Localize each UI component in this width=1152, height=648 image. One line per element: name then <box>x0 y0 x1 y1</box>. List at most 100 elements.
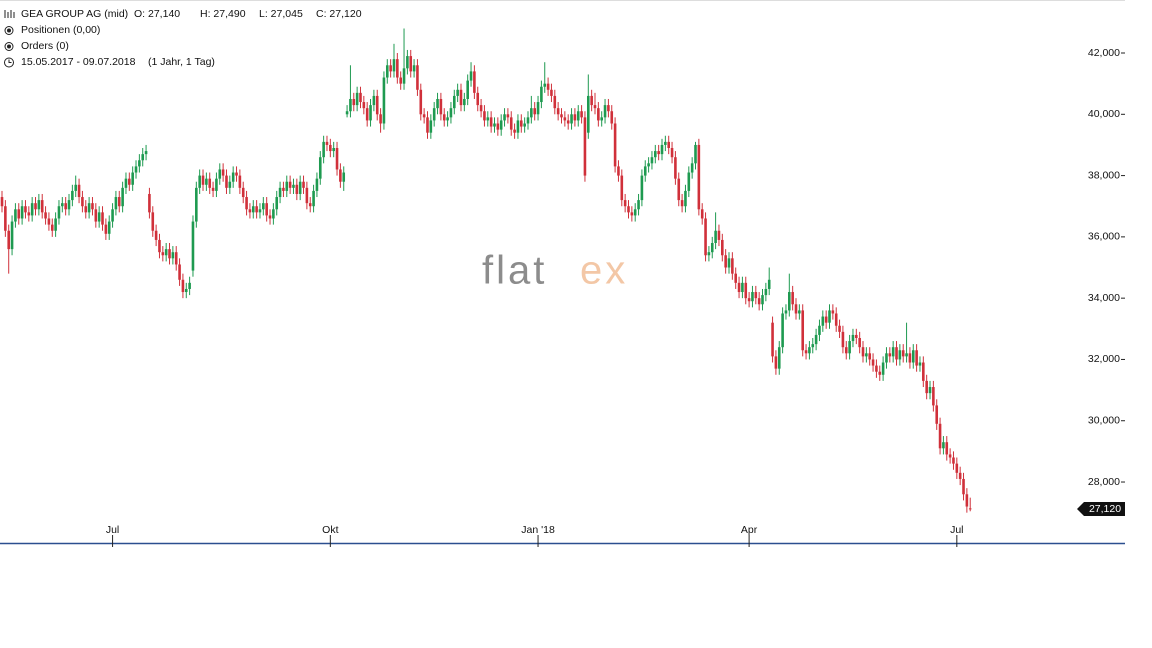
candle-body <box>881 362 885 375</box>
candle-body <box>530 108 533 118</box>
candle-body <box>767 279 771 289</box>
candle-body <box>345 111 349 115</box>
candle-body <box>30 203 34 216</box>
candle-body <box>925 380 928 394</box>
candle-body <box>526 117 530 124</box>
candle-body <box>436 98 439 109</box>
candle-body <box>757 298 761 305</box>
y-tick-label: 40,000 <box>1088 108 1120 120</box>
candle-body <box>801 310 805 351</box>
candle-body <box>365 108 369 121</box>
candle-body <box>14 209 17 222</box>
candle-body <box>831 310 835 314</box>
candle-body <box>278 187 282 198</box>
candle-body <box>613 123 617 167</box>
candle-body <box>935 405 939 424</box>
candle-body <box>442 114 446 121</box>
summary-open: O: 27,140 <box>134 8 180 20</box>
date-range: 15.05.2017 - 09.07.2018 <box>21 56 136 68</box>
candle-body <box>610 111 614 124</box>
candle-body <box>915 350 918 366</box>
candle-body <box>211 187 215 191</box>
candle-body <box>439 98 443 115</box>
candle-body <box>124 178 128 188</box>
candle-body <box>885 353 888 363</box>
candle-body <box>288 181 292 188</box>
watermark-left: flat <box>482 249 547 293</box>
x-tick-label: Jan '18 <box>521 524 555 536</box>
candle-body <box>315 178 319 191</box>
candle-body <box>282 187 285 191</box>
candle-body <box>342 172 346 182</box>
summary-low: L: 27,045 <box>259 8 303 20</box>
candle-body <box>781 313 784 348</box>
candle-body <box>4 206 7 231</box>
candle-body <box>560 114 563 118</box>
candle-body <box>858 337 861 348</box>
candle-body <box>570 114 573 124</box>
candle-body <box>171 252 175 259</box>
candle-body <box>841 331 845 348</box>
candle-body <box>627 206 630 213</box>
candle-body <box>865 353 868 357</box>
candle-body <box>509 117 513 130</box>
candle-body <box>855 334 858 338</box>
candle-body <box>352 98 356 106</box>
candle-body <box>968 508 972 510</box>
x-tick-label: Apr <box>741 524 758 536</box>
candle-body <box>375 95 379 115</box>
clock-icon <box>4 57 14 68</box>
position-dot <box>7 28 11 33</box>
candle-body <box>24 206 27 213</box>
orders-dot <box>7 44 11 49</box>
candle-body <box>513 129 516 133</box>
candle-body <box>349 98 352 112</box>
candle-body <box>938 423 942 449</box>
x-tick-label: Jul <box>106 524 119 536</box>
candle-body <box>198 175 201 188</box>
position-icon <box>4 26 14 35</box>
candle-body <box>308 203 312 207</box>
candle-body <box>221 169 225 176</box>
y-tick-label: 28,000 <box>1088 476 1120 488</box>
candle-body <box>54 218 57 231</box>
candle-body <box>962 478 965 495</box>
candle-body <box>878 371 882 375</box>
candle-body <box>774 356 778 369</box>
candle-body <box>573 114 577 121</box>
candle-body <box>385 65 389 78</box>
candle-body <box>828 310 831 323</box>
header-icons <box>4 10 15 68</box>
candle-body <box>868 353 872 360</box>
candle-body <box>948 454 952 458</box>
candle-body <box>416 65 419 90</box>
candle-body <box>533 108 536 115</box>
candle-body <box>901 350 905 357</box>
candle-body <box>446 117 449 121</box>
candle-body <box>84 206 88 213</box>
candle-body <box>7 230 11 250</box>
candle-body <box>486 117 490 121</box>
candle-body <box>40 200 44 213</box>
candle-body <box>406 56 409 69</box>
candle-body <box>231 172 235 182</box>
candle-body <box>208 178 212 188</box>
candle-body <box>710 243 714 253</box>
candle-body <box>643 166 647 176</box>
candle-body <box>697 144 701 210</box>
candle-body <box>241 187 245 198</box>
y-tick-label: 38,000 <box>1088 169 1120 181</box>
candle-body <box>50 224 54 231</box>
candle-body <box>392 59 396 72</box>
candle-body <box>134 166 138 173</box>
x-tick-label: Okt <box>322 524 338 536</box>
candle-body <box>312 190 315 207</box>
candle-body <box>151 212 155 231</box>
candle-body <box>784 310 788 314</box>
candle-body <box>650 157 654 164</box>
candle-body <box>861 347 865 357</box>
candle-body <box>664 141 667 145</box>
candle-body <box>94 209 98 222</box>
candle-body <box>20 206 24 219</box>
